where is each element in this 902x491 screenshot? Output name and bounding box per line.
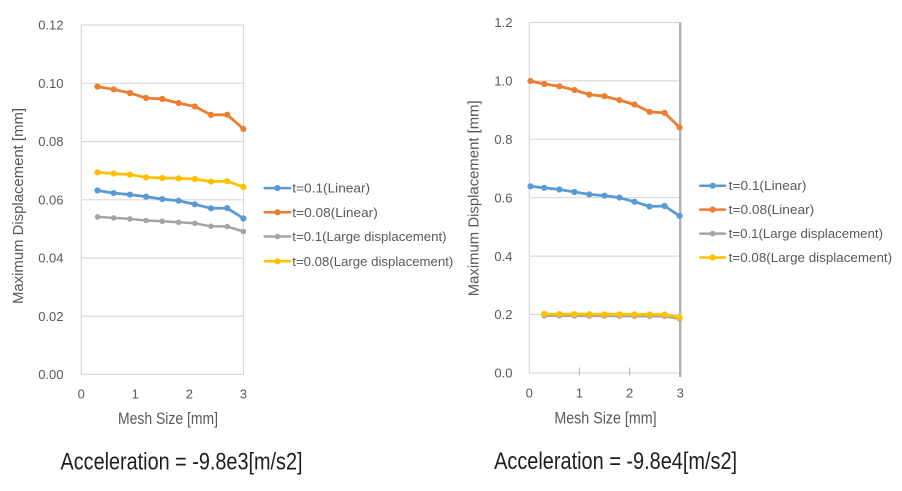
svg-text:Acceleration = -9.8e4[m/s2]: Acceleration = -9.8e4[m/s2] bbox=[494, 448, 737, 475]
svg-text:0.00: 0.00 bbox=[38, 367, 63, 382]
svg-text:0.10: 0.10 bbox=[38, 76, 63, 91]
svg-text:Maximum Displacement [mm]: Maximum Displacement [mm] bbox=[11, 108, 27, 304]
svg-text:Mesh Size [mm]: Mesh Size [mm] bbox=[118, 409, 218, 428]
svg-text:1: 1 bbox=[576, 386, 583, 401]
svg-text:t=0.1(Linear): t=0.1(Linear) bbox=[292, 182, 370, 196]
svg-text:3: 3 bbox=[677, 386, 684, 401]
svg-text:2: 2 bbox=[186, 387, 193, 402]
svg-text:0.0: 0.0 bbox=[494, 366, 512, 381]
svg-text:t=0.08(Large displacement): t=0.08(Large displacement) bbox=[729, 251, 892, 265]
svg-text:0.12: 0.12 bbox=[38, 18, 63, 33]
svg-text:0: 0 bbox=[526, 386, 533, 401]
svg-text:t=0.1(Large displacement): t=0.1(Large displacement) bbox=[729, 227, 883, 241]
svg-text:3: 3 bbox=[240, 387, 247, 402]
svg-text:Mesh Size [mm]: Mesh Size [mm] bbox=[554, 409, 656, 428]
svg-text:0.6: 0.6 bbox=[494, 190, 512, 205]
svg-text:t=0.08(Linear): t=0.08(Linear) bbox=[292, 206, 378, 220]
svg-text:t=0.1(Linear): t=0.1(Linear) bbox=[729, 179, 807, 193]
svg-text:t=0.08(Large displacement): t=0.08(Large displacement) bbox=[292, 255, 453, 269]
svg-text:Acceleration = -9.8e3[m/s2]: Acceleration = -9.8e3[m/s2] bbox=[61, 449, 303, 476]
svg-text:0.4: 0.4 bbox=[494, 249, 512, 264]
svg-text:t=0.08(Linear): t=0.08(Linear) bbox=[729, 203, 815, 217]
svg-text:1: 1 bbox=[132, 387, 139, 402]
svg-text:1.0: 1.0 bbox=[494, 74, 512, 89]
svg-text:0.2: 0.2 bbox=[494, 307, 512, 322]
svg-text:0.8: 0.8 bbox=[494, 132, 512, 147]
svg-text:0.02: 0.02 bbox=[38, 309, 63, 324]
svg-text:0.06: 0.06 bbox=[38, 193, 63, 208]
svg-text:0.08: 0.08 bbox=[38, 134, 63, 149]
svg-text:0.04: 0.04 bbox=[38, 251, 63, 266]
svg-text:0: 0 bbox=[78, 387, 85, 402]
svg-text:1.2: 1.2 bbox=[494, 15, 512, 30]
svg-text:Maximum Displacement [mm]: Maximum Displacement [mm] bbox=[467, 100, 483, 296]
svg-text:t=0.1(Large displacement): t=0.1(Large displacement) bbox=[292, 230, 446, 244]
svg-text:2: 2 bbox=[626, 386, 633, 401]
